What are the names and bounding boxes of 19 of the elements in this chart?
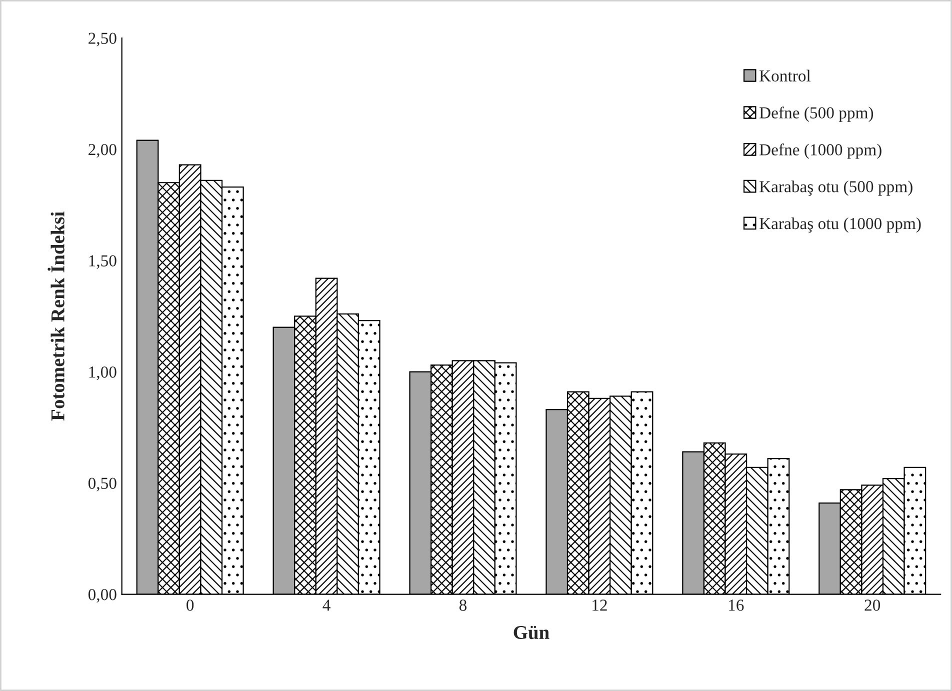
y-tick-label: 0,50 xyxy=(88,478,116,492)
x-tick-label: 8 xyxy=(459,600,467,611)
x-tick-label: 20 xyxy=(864,600,880,611)
y-axis-title: Fotometrik Renk İndeksi xyxy=(48,212,64,421)
x-tick-label: 16 xyxy=(729,600,744,611)
y-tick-label: 2,50 xyxy=(88,32,116,46)
x-axis-title: Gün xyxy=(514,626,550,640)
y-tick-label: 2,00 xyxy=(88,144,116,158)
y-tick-label: 1,00 xyxy=(89,366,116,380)
legend-label: Karabaş otu (500 ppm) xyxy=(760,180,912,196)
legend-label: Defne (1000 ppm) xyxy=(760,144,882,159)
y-tick-label: 1,50 xyxy=(89,255,116,269)
x-tick-label: 12 xyxy=(592,600,607,611)
legend-label: Kontrol xyxy=(760,70,811,82)
y-tick-label: 0,00 xyxy=(88,588,116,603)
x-tick-label: 4 xyxy=(322,600,330,611)
legend-label: Karabaş otu (1000 ppm) xyxy=(760,217,921,233)
x-tick-label: 0 xyxy=(186,600,194,611)
legend-label: Defne (500 ppm) xyxy=(760,106,874,122)
